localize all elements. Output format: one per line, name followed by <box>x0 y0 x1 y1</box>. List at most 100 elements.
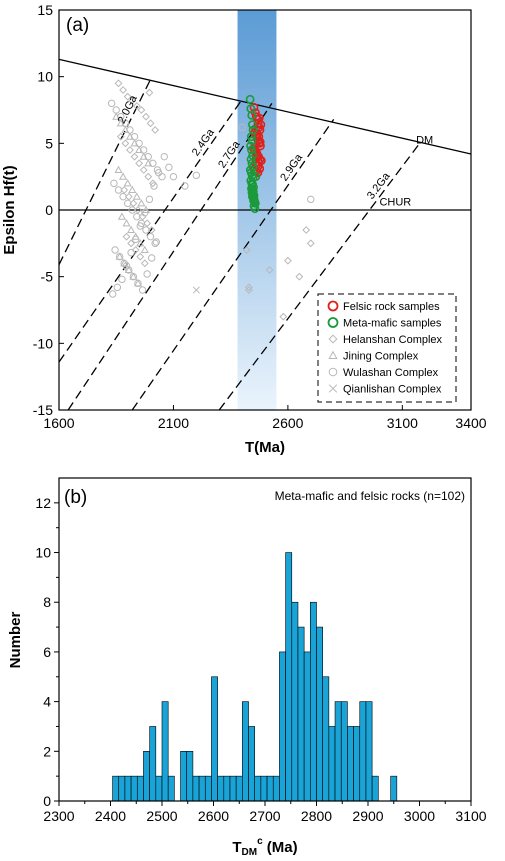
data-point <box>130 152 139 161</box>
dm-line-label: DM <box>416 134 433 146</box>
histogram-bar <box>217 775 225 802</box>
histogram-bar <box>248 726 256 802</box>
histogram-bar <box>297 626 305 802</box>
data-point <box>245 283 253 292</box>
x-tick-label: 2300 <box>43 808 74 824</box>
histogram-bar <box>167 775 175 802</box>
histogram-bar <box>390 775 398 802</box>
data-point <box>123 179 132 187</box>
data-point <box>111 246 119 254</box>
data-point <box>127 248 135 257</box>
data-point <box>152 238 160 246</box>
data-point <box>149 159 157 168</box>
histogram-bar <box>223 775 231 802</box>
legend-box <box>317 293 457 403</box>
legend: Felsic rock samples Meta-mafic samples Hel… <box>317 293 457 403</box>
data-point <box>192 286 200 294</box>
data-point <box>248 120 257 130</box>
legend-marker <box>328 334 338 344</box>
x-tick-label: 2600 <box>198 808 229 824</box>
histogram-bar <box>186 751 194 802</box>
data-point <box>139 146 148 154</box>
annotation-b: Meta-mafic and felsic rocks (n=102) <box>275 489 465 503</box>
data-point <box>192 171 201 180</box>
panel-label-b: (b) <box>64 487 87 508</box>
histogram-bar <box>266 775 274 802</box>
data-point <box>140 259 149 268</box>
data-point <box>265 266 274 274</box>
data-point <box>117 212 126 220</box>
x-tick-label: 2600 <box>272 415 303 431</box>
histogram-bar <box>242 701 249 802</box>
data-point <box>169 172 178 181</box>
data-point <box>128 206 136 214</box>
data-point <box>109 290 117 298</box>
histogram-bar <box>180 751 188 802</box>
data-point <box>136 222 144 230</box>
histogram-bar <box>340 701 348 802</box>
data-point <box>129 272 138 281</box>
histogram-bar <box>124 775 132 802</box>
data-point <box>132 192 141 200</box>
data-point <box>128 185 137 194</box>
histogram-bar <box>192 775 200 802</box>
data-point <box>114 186 123 194</box>
data-point <box>143 270 151 278</box>
legend-marker <box>328 350 338 360</box>
data-point <box>146 232 155 241</box>
data-point <box>133 212 141 221</box>
data-point <box>151 126 160 134</box>
data-point <box>114 79 123 88</box>
data-point <box>137 199 146 207</box>
evolution-line-3 <box>131 118 335 410</box>
data-point <box>119 172 128 180</box>
data-point <box>115 252 124 260</box>
x-tick-label: 2400 <box>95 808 126 824</box>
histogram-bar <box>118 775 126 802</box>
data-point <box>279 312 288 321</box>
data-point <box>107 99 116 108</box>
data-point <box>136 252 145 261</box>
data-point <box>283 256 292 265</box>
histogram-bar <box>235 775 243 802</box>
histogram-bar <box>291 601 299 802</box>
legend-label: Meta-mafic samples <box>343 318 442 330</box>
data-point <box>141 208 149 217</box>
legend-label: Felsic rock samples <box>343 301 440 313</box>
data-points <box>107 79 315 321</box>
data-point <box>135 139 143 148</box>
x-axis-label-b: TDMc (Ma) <box>232 836 297 858</box>
data-point <box>242 246 251 254</box>
y-axis-label-b: Number <box>7 612 24 669</box>
plot-frame-b <box>58 477 472 802</box>
histogram-bar <box>310 601 317 802</box>
y-tick-label: 10 <box>35 545 51 561</box>
histogram-bar <box>143 751 150 802</box>
axis-ticks-b: 2300 2400 2500 2600 2700 2800 2900 3000 3100 0 2 4 6… <box>35 495 486 824</box>
histogram-bar <box>198 775 206 802</box>
data-point <box>245 94 255 104</box>
data-point <box>248 162 258 172</box>
histogram-bar <box>365 701 373 802</box>
data-point <box>246 132 256 142</box>
data-point <box>121 139 130 148</box>
chur-line-label: CHUR <box>379 196 411 208</box>
histogram-bar <box>353 726 361 802</box>
x-tick-label: 3400 <box>455 415 486 431</box>
data-point <box>125 266 133 274</box>
histogram-bars <box>112 552 398 802</box>
x-tick-label: 2500 <box>146 808 177 824</box>
legend-marker <box>328 367 338 377</box>
histogram-bar <box>279 651 286 802</box>
y-tick-label: 0 <box>43 793 51 809</box>
histogram-bar <box>316 626 323 802</box>
histogram-bar <box>260 775 268 802</box>
data-point <box>127 225 136 234</box>
data-point <box>151 239 159 248</box>
y-tick-label: 10 <box>37 69 53 85</box>
data-point <box>121 119 130 128</box>
histogram-bar <box>155 775 163 802</box>
x-tick-label: 2900 <box>352 808 383 824</box>
y-tick-label: 0 <box>45 202 53 218</box>
data-point <box>306 239 315 248</box>
